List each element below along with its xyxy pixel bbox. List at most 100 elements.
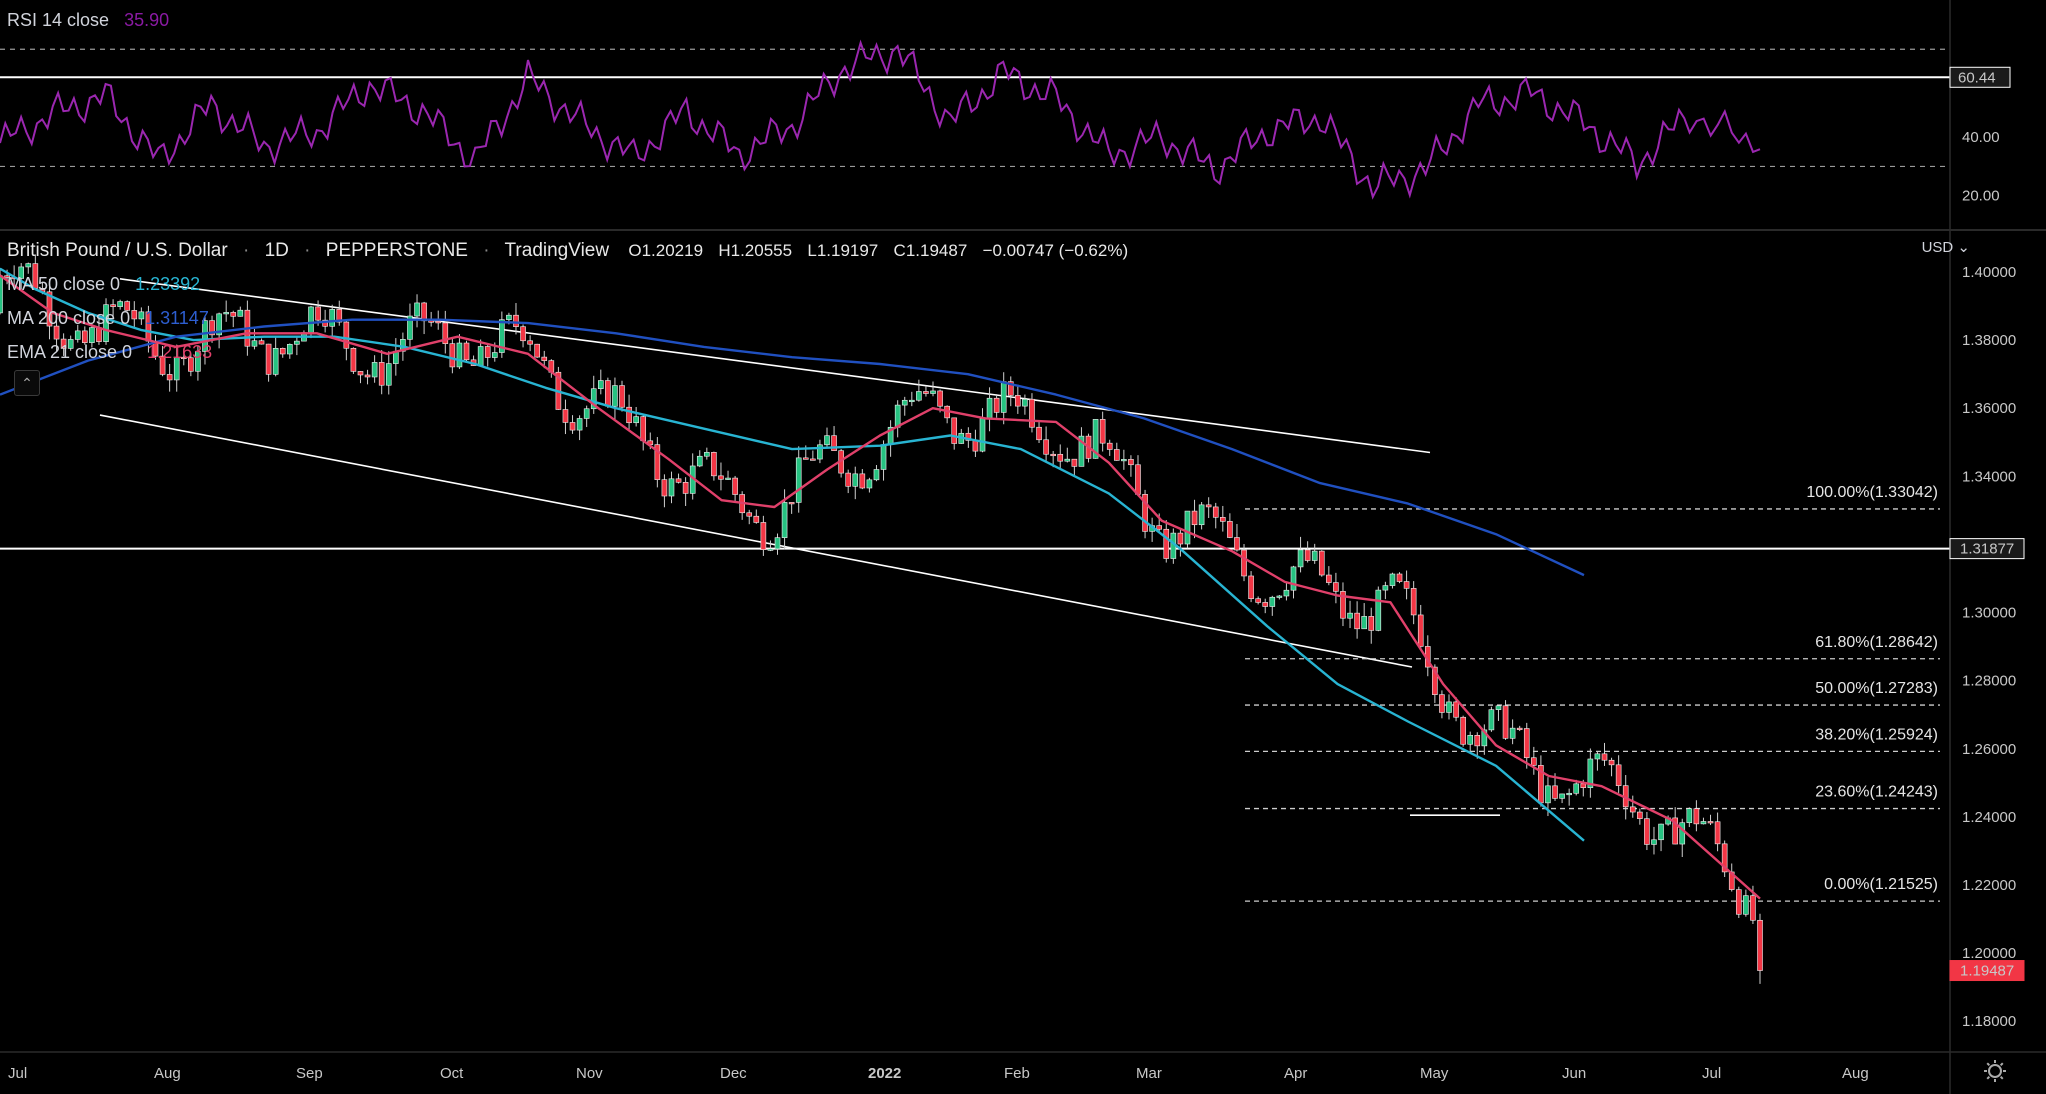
ma200-value: 1.31147 <box>145 308 209 328</box>
candle-down <box>605 380 611 407</box>
candle-up <box>1743 895 1749 915</box>
candle-down <box>675 478 682 483</box>
candle-down <box>1368 616 1375 631</box>
symbol-name[interactable]: British Pound / U.S. Dollar <box>7 240 228 261</box>
candle-up <box>704 452 710 457</box>
candle-down <box>1608 759 1615 766</box>
candle-down <box>1439 694 1445 713</box>
interval[interactable]: 1D <box>264 240 289 261</box>
candle-down <box>1432 666 1438 695</box>
candle-down <box>993 397 1000 413</box>
candle-down <box>110 304 116 307</box>
candle-down <box>60 338 67 349</box>
time-tick-label: Jul <box>1702 1065 1721 1082</box>
candle-down <box>640 416 647 442</box>
candle-up <box>598 380 604 390</box>
candle-up <box>590 388 597 410</box>
candle-up <box>1545 785 1551 804</box>
candle-down <box>1410 588 1417 616</box>
candle-up <box>979 418 986 452</box>
candle-down <box>732 477 738 495</box>
rsi-level-badge-text: 60.44 <box>1958 69 1996 86</box>
candle-down <box>1453 701 1459 718</box>
candle-up <box>1276 595 1283 598</box>
ma50-label: MA 50 close 0 <box>7 274 121 294</box>
candle-up <box>633 416 639 424</box>
ma50-value: 1.23392 <box>135 274 201 294</box>
currency-selector[interactable]: USD ⌄ <box>1922 238 1970 256</box>
candle-down <box>131 310 138 320</box>
candle-down <box>1714 821 1721 845</box>
candle-down <box>258 340 265 345</box>
candle-down <box>746 512 753 517</box>
gear-icon[interactable] <box>1984 1060 2006 1082</box>
candle-down <box>449 343 456 368</box>
candle-up <box>1269 596 1276 607</box>
ohlc-high: H1.20555 <box>718 241 793 260</box>
candle-down <box>53 325 60 340</box>
candle-up <box>216 313 222 336</box>
candle-up <box>25 263 32 268</box>
ma50-line <box>0 267 1585 842</box>
candle-up <box>18 266 25 279</box>
candle-up <box>1311 550 1318 561</box>
candle-up <box>1382 585 1389 591</box>
candle-down <box>527 340 533 345</box>
candle-up <box>1000 381 1007 413</box>
ma200-label: MA 200 close 0 <box>7 308 131 328</box>
candle-down <box>1099 419 1106 444</box>
candle-up <box>894 404 901 428</box>
candle-down <box>569 422 576 431</box>
candle-down <box>1615 764 1622 786</box>
candle-up <box>1121 459 1127 462</box>
time-tick-label: Aug <box>154 1065 181 1082</box>
collapse-legend-button[interactable]: ⌃ <box>14 370 40 396</box>
time-tick-label: 2022 <box>868 1065 901 1082</box>
candle-up <box>767 548 774 551</box>
candle-up <box>1389 573 1396 586</box>
ma200-line <box>0 318 1585 577</box>
time-tick-label: Dec <box>720 1065 747 1082</box>
rsi-value: 35.90 <box>124 10 170 30</box>
candle-down <box>124 301 131 311</box>
symbol-header: British Pound / U.S. Dollar · 1D · PEPPE… <box>7 240 1129 261</box>
candle-up <box>1686 808 1693 824</box>
candle-down <box>1029 398 1035 428</box>
candle-down <box>972 440 979 452</box>
fib-level-label: 100.00%(1.33042) <box>1806 484 1938 501</box>
time-tick-label: Sep <box>296 1065 323 1082</box>
candle-down <box>315 306 321 321</box>
candle-up <box>930 390 936 394</box>
candle-down <box>1057 453 1064 462</box>
candle-down <box>1340 591 1346 619</box>
candle-up <box>237 309 244 317</box>
indicator-ema21[interactable]: EMA 21 close 0 1.21633 <box>7 342 212 363</box>
candle-up <box>1488 709 1495 731</box>
price-badge <box>1949 960 2025 982</box>
indicator-ma200[interactable]: MA 200 close 0 1.31147 <box>7 308 209 329</box>
indicator-ma50[interactable]: MA 50 close 0 1.23392 <box>7 274 200 295</box>
price-tick-label: 1.38000 <box>1962 332 2016 349</box>
candle-down <box>180 356 187 360</box>
candle-down <box>760 522 767 551</box>
chevron-up-icon: ⌃ <box>21 375 33 391</box>
candle-down <box>1043 439 1049 455</box>
candle-up <box>195 351 201 372</box>
candle-up <box>1559 793 1565 799</box>
candle-up <box>1700 821 1707 825</box>
candle-down <box>810 458 816 461</box>
candle-down <box>845 472 851 487</box>
candle-down <box>1050 453 1056 457</box>
candle-down <box>159 355 166 375</box>
price-tick-label: 1.26000 <box>1962 741 2016 758</box>
candle-down <box>357 371 364 376</box>
candle-down <box>484 346 491 358</box>
candle-down <box>711 452 717 477</box>
candle-down <box>1156 525 1162 530</box>
candle-down <box>1721 843 1728 873</box>
rsi-line <box>0 39 1761 200</box>
candle-down <box>1333 582 1339 592</box>
candle-down <box>654 444 661 480</box>
